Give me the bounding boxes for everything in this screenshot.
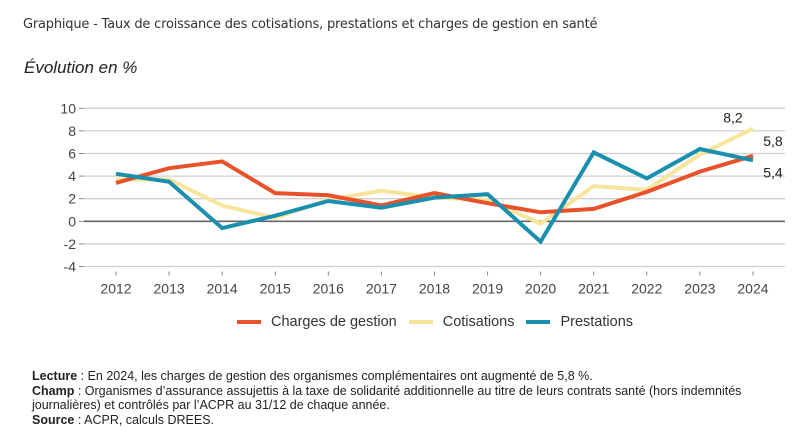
note-lecture-text: : En 2024, les charges de gestion des or… [77,369,593,383]
x-axis: 2012 2013 2014 2015 2016 2017 2018 2019 2020 2021… [100,271,769,297]
figure-title: Graphique - Taux de croissance des cotis… [23,17,598,32]
legend-item-prestations: Prestations [526,314,633,330]
series-line-charges-de-gestion [115,153,754,215]
note-source: Source : ACPR, calculs DREES. [32,413,800,428]
x-tick-label: 2016 [313,281,344,297]
x-tick-label: 2017 [366,281,397,297]
legend-label-prestations: Prestations [560,314,634,330]
note-champ-text: : Organismes d’assurance assujettis à la… [32,383,742,413]
note-champ: Champ : Organismes d’assurance assujetti… [32,384,800,413]
series-line-prestations [115,146,754,245]
y-tick-label: 2 [68,191,76,207]
y-tick-label: 0 [68,213,76,229]
y-tick-label: -4 [64,259,77,275]
x-tick-label: 2015 [260,281,291,297]
line-chart: -4 -2 0 2 4 6 8 10 2012 2013 2014 2015 2016 2017 2018… [60,100,785,297]
value-label-charges-de-gestion: 5,8 [763,133,783,149]
x-tick-label: 2020 [525,281,556,297]
series-lines [115,126,754,245]
legend-item-cotisations: Cotisations [408,314,515,330]
y-tick-label: -2 [64,236,77,252]
x-tick-label: 2019 [472,281,503,297]
legend-item-charges: Charges de gestion [236,314,397,330]
gridlines [84,107,785,268]
note-source-text: : ACPR, calculs DREES. [74,412,215,427]
x-tick-label: 2012 [100,281,131,297]
x-tick-label: 2018 [419,281,450,297]
legend-swatch-charges [236,320,261,324]
x-tick-label: 2022 [631,281,662,297]
legend: Charges de gestion Cotisations Prestatio… [0,314,800,330]
x-tick-label: 2023 [684,281,715,297]
note-lecture-label: Lecture [32,369,78,383]
y-unit-label: Évolution en % [24,58,138,77]
y-tick-label: 8 [68,123,76,139]
legend-swatch-cotisations [408,320,433,324]
x-tick-label: 2021 [578,281,609,297]
legend-label-charges: Charges de gestion [270,314,397,330]
y-axis: -4 -2 0 2 4 6 8 10 [60,100,84,275]
x-tick-label: 2013 [154,281,185,297]
y-tick-label: 10 [60,100,76,116]
x-tick-label: 2024 [737,281,768,297]
note-champ-label: Champ [32,383,75,398]
legend-label-cotisations: Cotisations [442,314,515,330]
y-tick-label: 6 [68,146,76,162]
x-tick-label: 2014 [207,281,238,297]
y-tick-label: 4 [68,168,76,184]
note-source-label: Source [32,412,75,427]
chart-notes: Lecture : En 2024, les charges de gestio… [32,369,800,427]
value-label-cotisations: 8,2 [723,110,743,126]
value-label-prestations: 5,4 [763,164,783,180]
note-lecture: Lecture : En 2024, les charges de gestio… [32,369,800,384]
value-labels: 8,2 5,8 5,4 [723,110,783,181]
legend-swatch-prestations [526,320,551,324]
